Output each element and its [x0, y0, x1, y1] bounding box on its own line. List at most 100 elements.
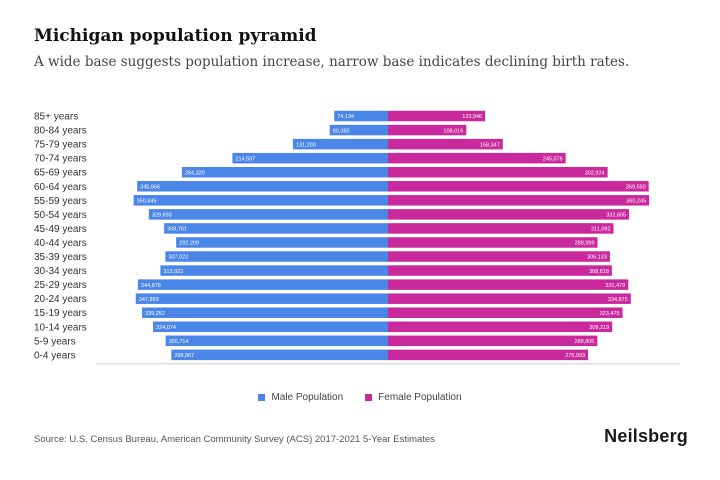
female-value-label: 323,475	[600, 311, 620, 317]
male-value-label: 344,878	[141, 283, 161, 289]
female-value-label: 158,347	[480, 142, 500, 148]
chart-legend: Male Population Female Population	[0, 392, 720, 403]
y-tick-label: 35-39 years	[34, 252, 87, 263]
y-tick-label: 55-59 years	[34, 196, 87, 207]
male-value-label: 80,360	[333, 128, 350, 134]
chart-title: Michigan population pyramid	[34, 26, 317, 46]
male-bar	[137, 181, 388, 192]
female-bar	[388, 223, 614, 234]
female-bar	[388, 293, 631, 304]
male-bar	[232, 152, 388, 164]
y-tick-label: 45-49 years	[34, 224, 87, 235]
female-value-label: 334,875	[608, 297, 628, 303]
y-tick-label: 50-54 years	[34, 210, 87, 221]
male-bar	[334, 110, 388, 122]
male-bar	[164, 223, 388, 234]
y-tick-label: 80-84 years	[34, 126, 87, 137]
female-bar	[388, 237, 598, 248]
female-value-label: 332,605	[606, 213, 626, 219]
male-value-label: 350,845	[137, 199, 157, 205]
male-value-label: 308,761	[167, 227, 187, 233]
male-value-label: 329,893	[152, 213, 172, 219]
female-bar	[388, 181, 649, 192]
female-value-label: 360,245	[626, 199, 646, 205]
male-bar	[176, 237, 388, 248]
male-bar	[135, 293, 388, 304]
male-value-label: 347,899	[139, 297, 159, 303]
legend-label-male: Male Population	[271, 392, 344, 403]
male-value-label: 214,587	[235, 156, 255, 162]
female-bar	[388, 321, 613, 333]
legend-item-female: Female Population	[365, 392, 462, 403]
y-tick-label: 0-4 years	[34, 350, 76, 361]
female-value-label: 302,924	[585, 170, 605, 176]
male-bar	[181, 166, 388, 178]
male-value-label: 292,209	[179, 241, 199, 247]
female-value-label: 306,133	[587, 255, 607, 261]
female-bar	[388, 335, 598, 347]
female-value-label: 311,092	[591, 227, 610, 233]
y-tick-label: 75-79 years	[34, 140, 87, 151]
female-bar	[388, 166, 608, 178]
y-tick-label: 20-24 years	[34, 294, 87, 305]
male-value-label: 74,134	[337, 114, 354, 120]
male-bar	[329, 124, 388, 136]
legend-swatch-female	[365, 394, 373, 401]
y-tick-label: 5-9 years	[34, 336, 76, 347]
female-bar	[388, 195, 650, 206]
male-value-label: 339,252	[145, 311, 165, 317]
female-value-label: 308,818	[589, 269, 609, 275]
female-value-label: 288,999	[575, 241, 595, 247]
female-value-label: 133,946	[462, 114, 482, 120]
male-bar	[165, 335, 388, 347]
female-bar	[388, 110, 486, 122]
female-bar	[388, 251, 610, 262]
y-tick-label: 60-64 years	[34, 182, 87, 193]
male-bar	[160, 265, 388, 276]
female-bar	[388, 209, 630, 220]
male-value-label: 345,966	[140, 184, 160, 190]
female-bar	[388, 265, 612, 276]
y-tick-label: 85+ years	[34, 112, 78, 123]
male-value-label: 306,714	[169, 339, 189, 345]
y-tick-label: 65-69 years	[34, 168, 87, 179]
y-tick-label: 40-44 years	[34, 238, 87, 249]
y-tick-label: 25-29 years	[34, 280, 87, 291]
female-bar	[388, 279, 629, 290]
female-bar	[388, 152, 566, 164]
male-bar	[165, 251, 388, 262]
female-value-label: 359,550	[626, 184, 646, 190]
male-value-label: 298,867	[174, 353, 194, 359]
female-value-label: 275,993	[565, 353, 585, 359]
female-bar	[388, 349, 589, 361]
y-tick-label: 10-14 years	[34, 322, 87, 333]
male-bar	[137, 279, 388, 290]
source-note: Source: U.S. Census Bureau, American Com…	[34, 434, 435, 445]
legend-swatch-male	[258, 394, 266, 401]
male-value-label: 307,022	[168, 255, 188, 261]
male-bar	[153, 321, 388, 333]
male-value-label: 324,074	[156, 325, 176, 331]
female-value-label: 309,219	[589, 325, 609, 331]
chart-subtitle: A wide base suggests population increase…	[34, 54, 630, 70]
male-bar	[142, 307, 388, 318]
female-value-label: 108,016	[443, 128, 463, 134]
male-bar	[171, 349, 388, 361]
female-bar	[388, 124, 467, 136]
male-bar	[148, 209, 388, 220]
male-bar	[292, 138, 388, 150]
y-tick-label: 70-74 years	[34, 154, 87, 165]
brand-logo: Neilsberg	[604, 426, 688, 446]
female-value-label: 288,805	[574, 339, 594, 345]
y-tick-label: 30-34 years	[34, 266, 87, 277]
male-bar	[133, 195, 388, 206]
pyramid-chart: 85+ years 74,134 133,946 80-84 years 80,360 1…	[34, 110, 680, 365]
male-value-label: 284,320	[185, 170, 205, 176]
female-bar	[388, 307, 623, 318]
female-value-label: 331,479	[605, 283, 625, 289]
legend-label-female: Female Population	[378, 392, 462, 403]
male-value-label: 131,200	[296, 142, 316, 148]
male-value-label: 313,922	[163, 269, 183, 275]
legend-item-male: Male Population	[258, 392, 343, 403]
female-value-label: 245,076	[543, 156, 563, 162]
